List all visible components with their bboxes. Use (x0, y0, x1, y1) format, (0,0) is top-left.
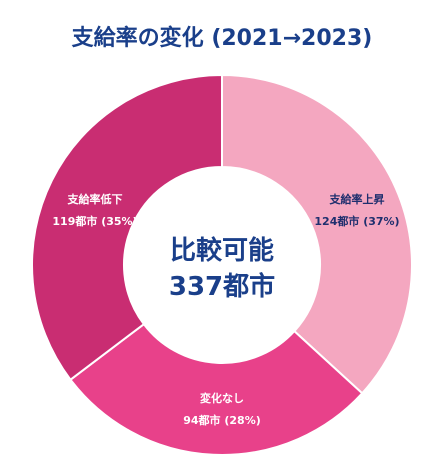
slice-value-label-1: 94都市 (28%) (183, 413, 261, 427)
slice-label-2: 支給率低下 (67, 192, 123, 206)
slice-label-0: 支給率上昇 (329, 192, 385, 206)
donut-slice-2 (31, 73, 223, 382)
slice-value-label-2: 119都市 (35%) (52, 214, 137, 228)
center-label-line-1: 337都市 (169, 271, 275, 302)
donut-slice-1 (69, 322, 364, 456)
center-label-line-0: 比較可能 (170, 235, 274, 266)
slice-value-label-0: 124都市 (37%) (314, 214, 399, 228)
chart-title: 支給率の変化 (2021→2023) (71, 26, 373, 51)
slice-label-1: 変化なし (200, 391, 244, 405)
donut-slice-0 (221, 73, 413, 395)
